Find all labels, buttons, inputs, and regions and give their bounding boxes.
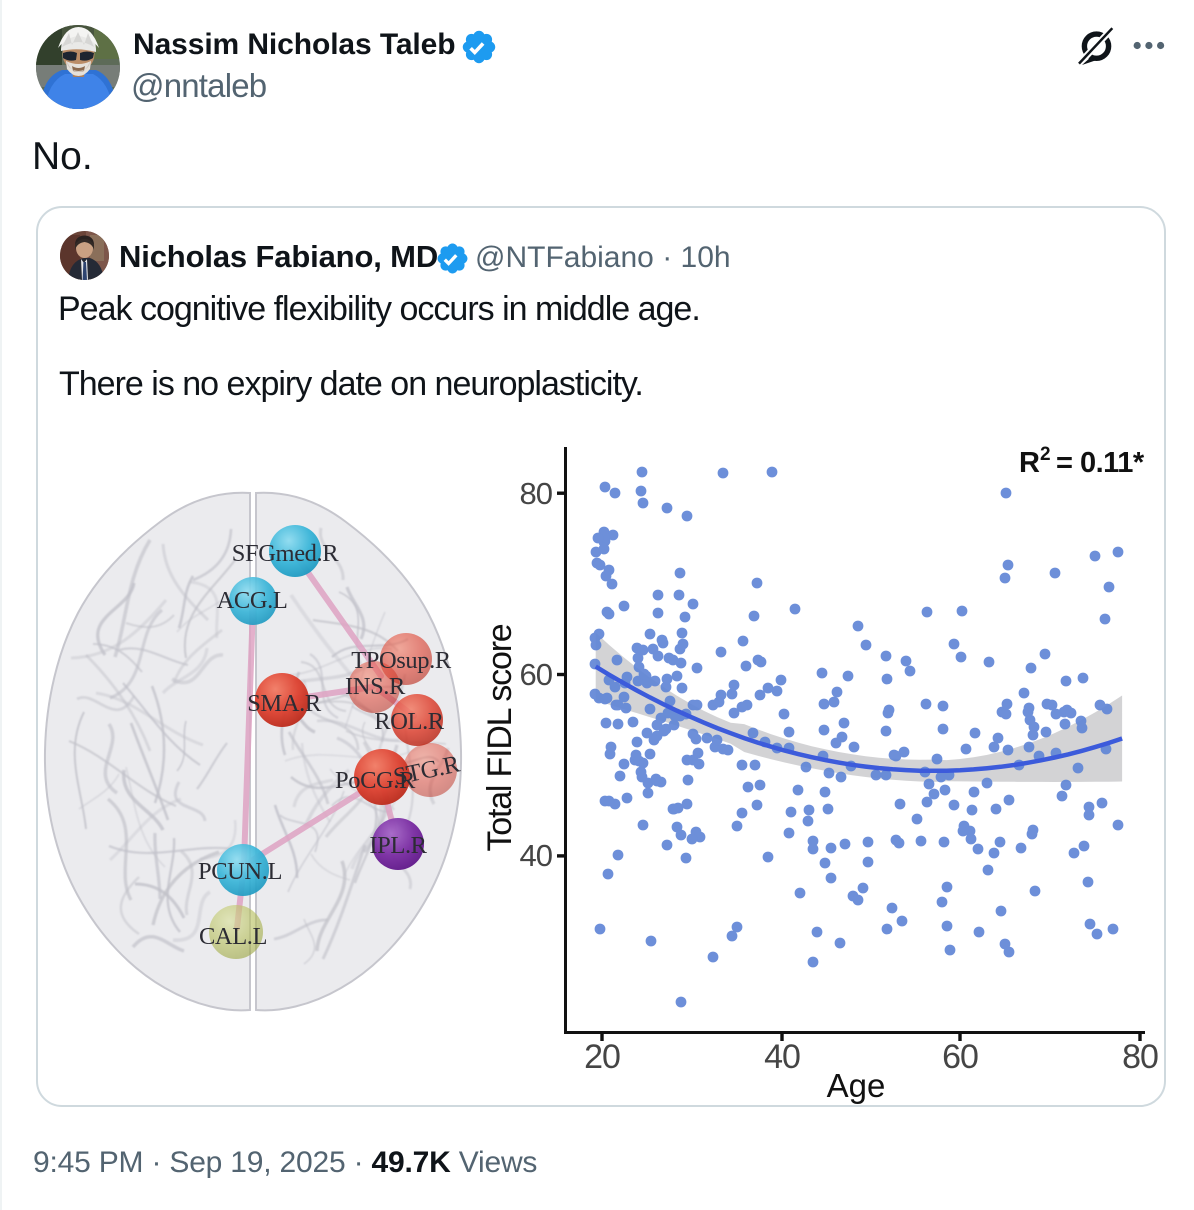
svg-text:CAL.L: CAL.L bbox=[199, 923, 267, 950]
svg-text:ACG.L: ACG.L bbox=[217, 587, 288, 614]
svg-text:80: 80 bbox=[520, 476, 553, 511]
svg-text:60: 60 bbox=[520, 657, 553, 692]
svg-text:2: 2 bbox=[1040, 444, 1051, 465]
svg-text:Age: Age bbox=[827, 1067, 886, 1104]
svg-text:INS.R: INS.R bbox=[345, 673, 406, 700]
svg-text:PoCG.R: PoCG.R bbox=[335, 767, 416, 794]
svg-text:PCUN.L: PCUN.L bbox=[198, 858, 282, 885]
svg-text:80: 80 bbox=[1122, 1038, 1158, 1076]
svg-text:TPOsup.R: TPOsup.R bbox=[351, 647, 452, 674]
svg-text:40: 40 bbox=[764, 1038, 800, 1076]
svg-text:SMA.R: SMA.R bbox=[247, 690, 322, 717]
svg-text:SFGmed.R: SFGmed.R bbox=[232, 540, 339, 567]
svg-text:R: R bbox=[1019, 447, 1040, 479]
svg-text:= 0.11*: = 0.11* bbox=[1056, 447, 1145, 479]
svg-text:IPL.R: IPL.R bbox=[369, 832, 427, 859]
svg-text:60: 60 bbox=[942, 1038, 978, 1076]
svg-text:ROL.R: ROL.R bbox=[374, 708, 445, 735]
svg-text:Total FIDL score: Total FIDL score bbox=[481, 624, 519, 851]
svg-text:40: 40 bbox=[520, 838, 553, 873]
svg-text:20: 20 bbox=[584, 1038, 620, 1076]
